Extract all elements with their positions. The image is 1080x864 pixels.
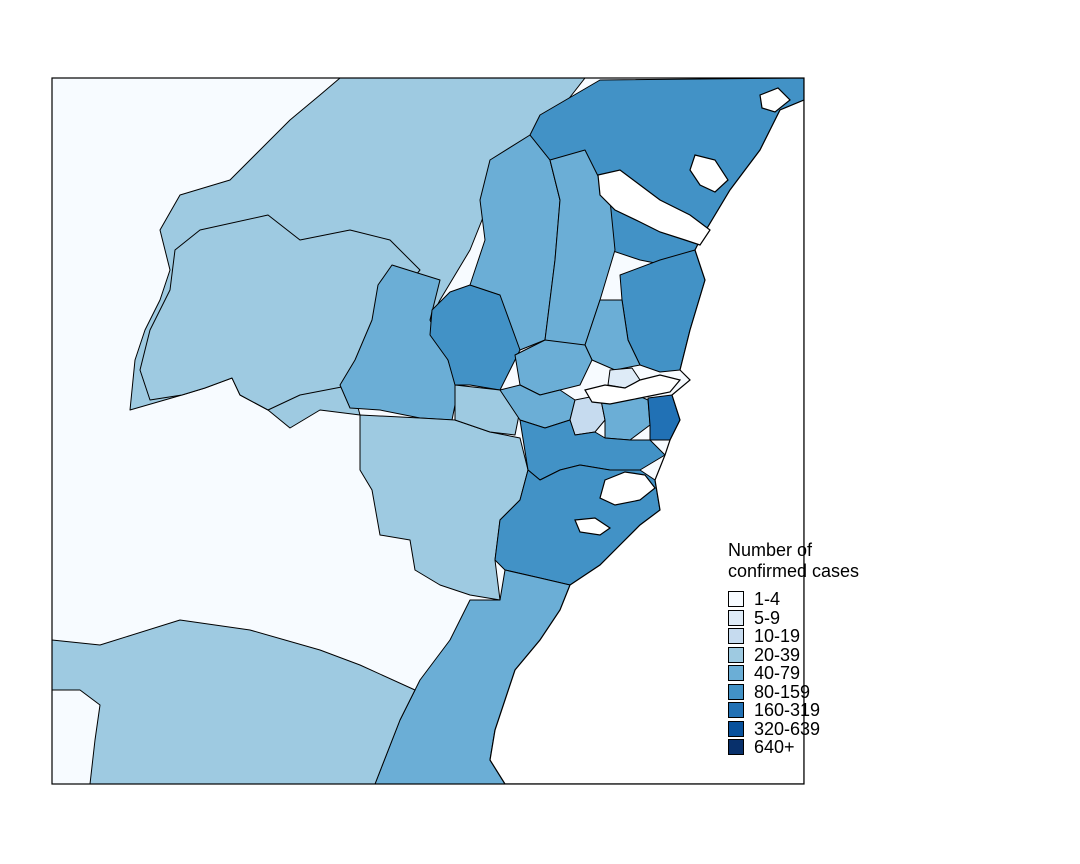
- legend-swatch: [728, 720, 744, 737]
- region-hills: [139, 214, 421, 411]
- legend-title: Number of confirmed cases: [728, 540, 928, 582]
- region-wollondilly: [52, 619, 416, 784]
- island-top: [759, 87, 791, 113]
- map-frame: [51, 77, 805, 785]
- legend-label: 320-639: [754, 718, 821, 739]
- legend-title-line1: Number of: [728, 540, 813, 560]
- legend-swatch: [728, 702, 744, 719]
- region-southwest-corner: [52, 689, 101, 784]
- legend-swatch: [728, 683, 744, 700]
- legend-item: 5-9: [728, 609, 928, 628]
- legend-item: 80-159: [728, 683, 928, 702]
- legend-item: 640+: [728, 738, 928, 757]
- legend-label: 40-79: [754, 663, 801, 684]
- legend-item: 20-39: [728, 646, 928, 665]
- legend-label: 5-9: [754, 607, 781, 628]
- bay-pittwater: [689, 154, 729, 193]
- bay-port-hacking: [574, 517, 612, 536]
- legend-item: 10-19: [728, 627, 928, 646]
- harbour-port-jackson: [584, 374, 682, 405]
- legend-items: 1-4 5-9 10-19 20-39 40-79 80-159 160-319 320-63…: [728, 590, 928, 757]
- legend-label: 80-159: [754, 681, 811, 702]
- legend-swatch: [728, 665, 744, 682]
- legend-label: 10-19: [754, 626, 801, 647]
- legend-item: 160-319: [728, 701, 928, 720]
- legend-swatch: [728, 646, 744, 663]
- bay-botany: [599, 471, 656, 506]
- legend-swatch: [728, 609, 744, 626]
- legend: Number of confirmed cases 1-4 5-9 10-19 20-…: [728, 540, 928, 757]
- legend-label: 1-4: [754, 589, 781, 610]
- legend-label: 160-319: [754, 700, 821, 721]
- legend-title-line2: confirmed cases: [728, 561, 860, 581]
- legend-item: 320-639: [728, 720, 928, 739]
- legend-item: 40-79: [728, 664, 928, 683]
- legend-item: 1-4: [728, 590, 928, 609]
- legend-swatch: [728, 591, 744, 608]
- legend-swatch: [728, 739, 744, 756]
- harbour-hawkesbury: [597, 169, 711, 246]
- legend-label: 20-39: [754, 644, 801, 665]
- legend-swatch: [728, 628, 744, 645]
- legend-label: 640+: [754, 737, 795, 758]
